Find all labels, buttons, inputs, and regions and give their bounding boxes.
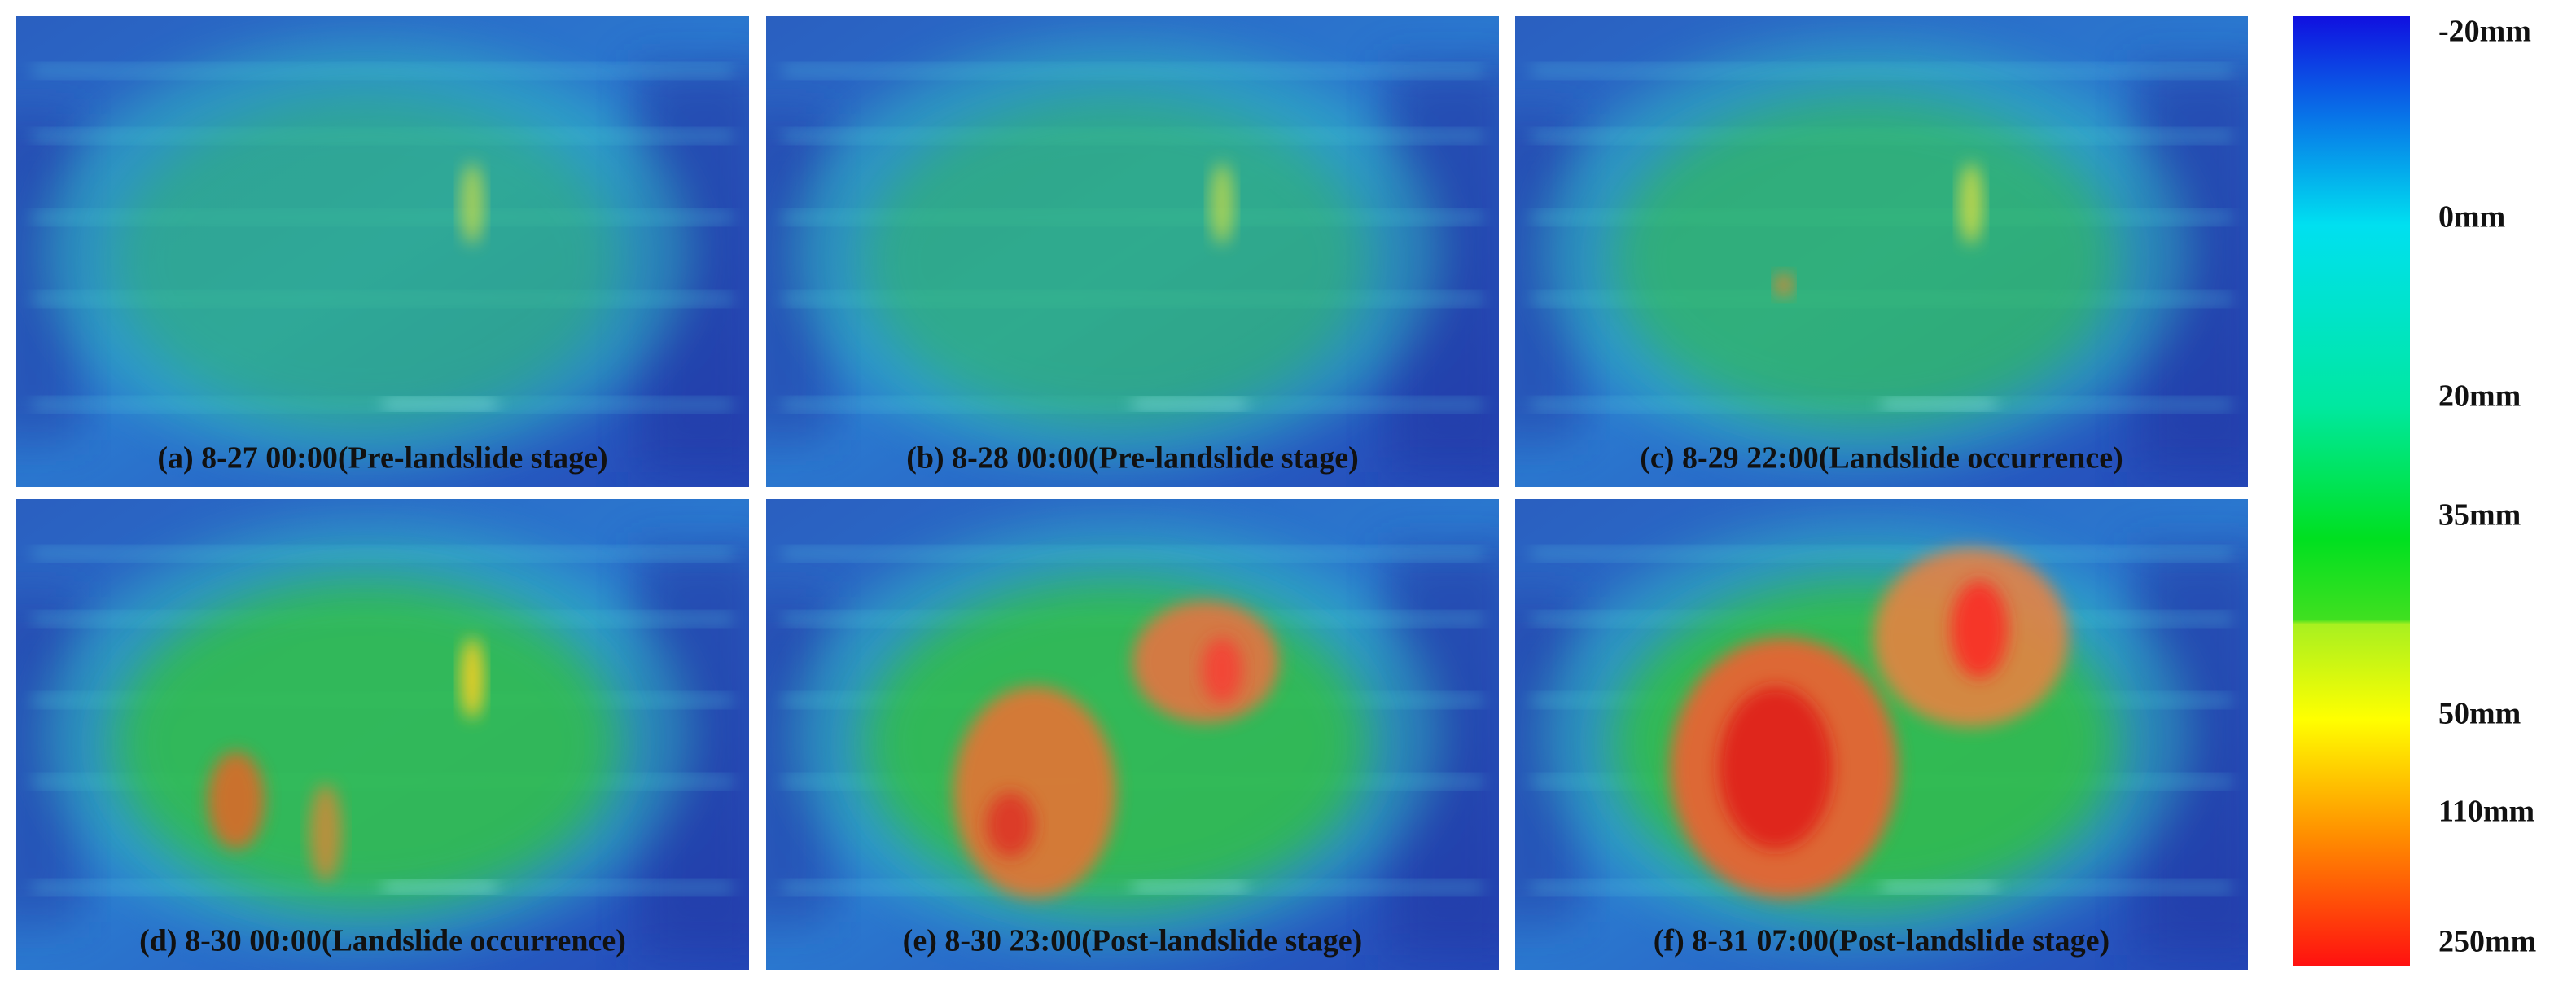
deformation-peak	[461, 163, 484, 244]
deformation-peak	[986, 792, 1035, 857]
panel-caption: (a) 8-27 00:00(Pre-landslide stage)	[157, 441, 607, 475]
stripe	[1882, 882, 1996, 892]
deformation-peak	[1719, 686, 1833, 849]
colorbar-label: 20mm	[2438, 379, 2521, 414]
panel-image	[766, 499, 1499, 970]
panel-caption: (e) 8-30 23:00(Post-landslide stage)	[903, 924, 1363, 958]
panel-caption: (f) 8-31 07:00(Post-landslide stage)	[1654, 924, 2109, 958]
panel: (a) 8-27 00:00(Pre-landslide stage)	[16, 16, 749, 487]
panel-caption: (b) 8-28 00:00(Pre-landslide stage)	[906, 441, 1359, 475]
panel-image	[16, 16, 749, 487]
deformation	[864, 98, 1369, 423]
colorbar	[2293, 16, 2410, 966]
deformation-peak	[1211, 163, 1233, 244]
deformation-peak	[309, 784, 342, 882]
colorbar-label: 35mm	[2438, 498, 2521, 532]
panel-image	[16, 499, 749, 970]
panel: (b) 8-28 00:00(Pre-landslide stage)	[766, 16, 1499, 487]
deformation	[114, 98, 619, 423]
panel-image	[1515, 499, 2248, 970]
colorbar-label: 50mm	[2438, 697, 2521, 731]
panel-image	[766, 16, 1499, 487]
panel-caption: (c) 8-29 22:00(Landslide occurrence)	[1640, 441, 2123, 475]
deformation-peak	[1776, 274, 1792, 296]
panel: (d) 8-30 00:00(Landslide occurrence)	[16, 499, 749, 970]
deformation-peak	[208, 752, 265, 849]
deformation	[1613, 98, 2118, 423]
deformation-peak	[1960, 163, 1982, 244]
stripe	[1132, 882, 1246, 892]
deformation	[114, 581, 619, 906]
deformation-peak	[1202, 638, 1242, 703]
panel: (f) 8-31 07:00(Post-landslide stage)	[1515, 499, 2248, 970]
panel: (c) 8-29 22:00(Landslide occurrence)	[1515, 16, 2248, 487]
colorbar-label: 110mm	[2438, 795, 2534, 829]
panel-caption: (d) 8-30 00:00(Landslide occurrence)	[139, 924, 626, 958]
colorbar-label: -20mm	[2438, 15, 2531, 49]
colorbar-label: 250mm	[2438, 925, 2536, 959]
deformation-peak	[461, 638, 484, 719]
deformation-peak	[1951, 581, 2008, 678]
stripe	[383, 882, 497, 892]
panel: (e) 8-30 23:00(Post-landslide stage)	[766, 499, 1499, 970]
stripe	[383, 399, 497, 409]
stripe	[1882, 399, 1996, 409]
deformation-peak	[953, 686, 1116, 898]
colorbar-label: 0mm	[2438, 200, 2505, 234]
deformation	[864, 581, 1369, 906]
panel-image	[1515, 16, 2248, 487]
stripe	[1132, 399, 1246, 409]
